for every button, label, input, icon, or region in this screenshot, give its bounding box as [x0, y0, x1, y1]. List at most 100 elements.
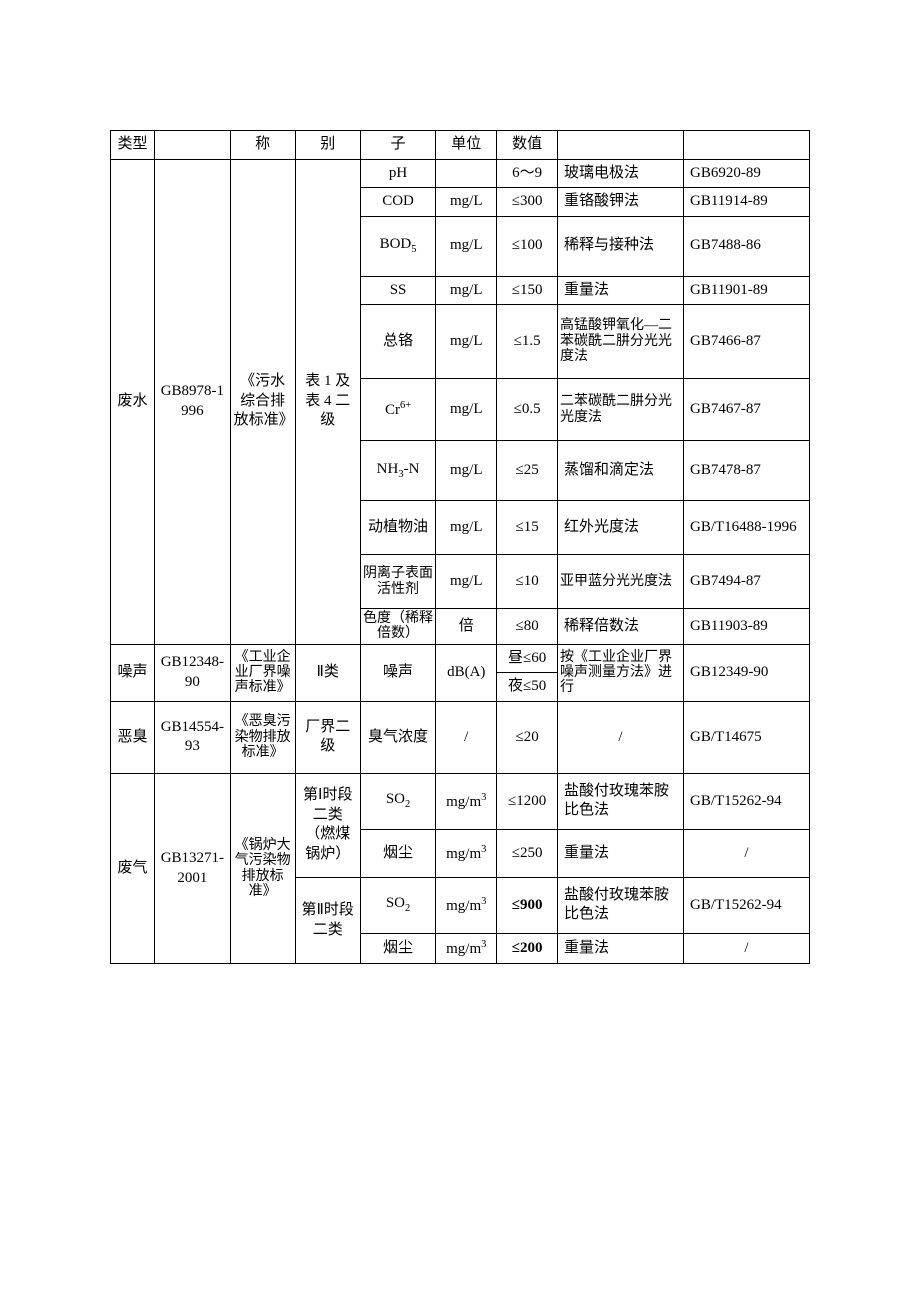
method: 重量法 — [558, 276, 684, 305]
val: ≤10 — [497, 555, 558, 609]
mstd: GB7466-87 — [683, 305, 809, 379]
factor: SO2 — [360, 773, 436, 829]
unit — [436, 159, 497, 188]
mstd: / — [683, 933, 809, 964]
unit: mg/L — [436, 379, 497, 441]
odor-val: ≤20 — [497, 701, 558, 773]
unit: mg/L — [436, 555, 497, 609]
factor: 动植物油 — [360, 501, 436, 555]
unit: mg/m3 — [436, 877, 497, 933]
method: 盐酸付玫瑰苯胺比色法 — [558, 877, 684, 933]
val: ≤200 — [497, 933, 558, 964]
factor: SS — [360, 276, 436, 305]
unit: 倍 — [436, 609, 497, 645]
unit: mg/m3 — [436, 933, 497, 964]
val: ≤25 — [497, 441, 558, 501]
h-name: 称 — [230, 131, 295, 160]
odor-mstd: GB/T14675 — [683, 701, 809, 773]
method: 重量法 — [558, 933, 684, 964]
gas-row: 废气 GB13271-2001 《锅炉大气污染物排放标准》 第Ⅰ时段二类（燃煤锅… — [111, 773, 810, 829]
h-code — [155, 131, 231, 160]
val: ≤80 — [497, 609, 558, 645]
standards-table: 类型 称 别 子 单位 数值 废水 GB8978-1996 《污水综合排放标准》… — [110, 130, 810, 964]
odor-code: GB14554-93 — [155, 701, 231, 773]
mstd: GB11901-89 — [683, 276, 809, 305]
unit: mg/L — [436, 305, 497, 379]
val: ≤300 — [497, 188, 558, 217]
factor: BOD5 — [360, 216, 436, 276]
factor: NH3-N — [360, 441, 436, 501]
odor-factor: 臭气浓度 — [360, 701, 436, 773]
h-mstd — [683, 131, 809, 160]
h-grade: 别 — [295, 131, 360, 160]
unit: mg/L — [436, 216, 497, 276]
ww-code: GB8978-1996 — [155, 159, 231, 644]
unit: mg/m3 — [436, 829, 497, 877]
val: ≤250 — [497, 829, 558, 877]
mstd: GB7478-87 — [683, 441, 809, 501]
ww-type: 废水 — [111, 159, 155, 644]
method: 重铬酸钾法 — [558, 188, 684, 217]
ww-row: 废水 GB8978-1996 《污水综合排放标准》 表 1 及表 4 二级 pH… — [111, 159, 810, 188]
ww-std: 《污水综合排放标准》 — [230, 159, 295, 644]
factor: pH — [360, 159, 436, 188]
method: 稀释倍数法 — [558, 609, 684, 645]
odor-method: / — [558, 701, 684, 773]
noise-std: 《工业企业厂界噪声标准》 — [230, 644, 295, 701]
h-unit: 单位 — [436, 131, 497, 160]
val: ≤100 — [497, 216, 558, 276]
odor-std: 《恶臭污染物排放标准》 — [230, 701, 295, 773]
val: ≤900 — [497, 877, 558, 933]
noise-mstd: GB12349-90 — [683, 644, 809, 701]
unit: mg/L — [436, 276, 497, 305]
header-row: 类型 称 别 子 单位 数值 — [111, 131, 810, 160]
gas-std: 《锅炉大气污染物排放标准》 — [230, 773, 295, 964]
noise-code: GB12348-90 — [155, 644, 231, 701]
method: 蒸馏和滴定法 — [558, 441, 684, 501]
method: 稀释与接种法 — [558, 216, 684, 276]
factor: 阴离子表面活性剂 — [360, 555, 436, 609]
factor: Cr6+ — [360, 379, 436, 441]
odor-type: 恶臭 — [111, 701, 155, 773]
factor: COD — [360, 188, 436, 217]
h-value: 数值 — [497, 131, 558, 160]
mstd: GB11914-89 — [683, 188, 809, 217]
method: 高锰酸钾氧化—二苯碳酰二肼分光光度法 — [558, 305, 684, 379]
factor: 色度（稀释倍数） — [360, 609, 436, 645]
mstd: GB7494-87 — [683, 555, 809, 609]
mstd: / — [683, 829, 809, 877]
gas-code: GB13271-2001 — [155, 773, 231, 964]
unit: mg/L — [436, 501, 497, 555]
noise-factor: 噪声 — [360, 644, 436, 701]
val: 6～9 — [497, 159, 558, 188]
val: ≤150 — [497, 276, 558, 305]
noise-row: 噪声 GB12348-90 《工业企业厂界噪声标准》 Ⅱ类 噪声 dB(A) 昼… — [111, 644, 810, 673]
noise-type: 噪声 — [111, 644, 155, 701]
mstd: GB11903-89 — [683, 609, 809, 645]
mstd: GB7488-86 — [683, 216, 809, 276]
factor: 总铬 — [360, 305, 436, 379]
unit: mg/L — [436, 188, 497, 217]
factor: 烟尘 — [360, 933, 436, 964]
val: ≤1200 — [497, 773, 558, 829]
gas-type: 废气 — [111, 773, 155, 964]
mstd: GB/T15262-94 — [683, 877, 809, 933]
gas-p1: 第Ⅰ时段二类（燃煤锅炉） — [295, 773, 360, 877]
noise-night: 夜≤50 — [497, 673, 558, 702]
val: ≤1.5 — [497, 305, 558, 379]
odor-grade: 厂界二级 — [295, 701, 360, 773]
method: 亚甲蓝分光光度法 — [558, 555, 684, 609]
noise-day: 昼≤60 — [497, 644, 558, 673]
odor-row: 恶臭 GB14554-93 《恶臭污染物排放标准》 厂界二级 臭气浓度 / ≤2… — [111, 701, 810, 773]
method: 二苯碳酰二肼分光光度法 — [558, 379, 684, 441]
h-type: 类型 — [111, 131, 155, 160]
gas-p2: 第Ⅱ时段二类 — [295, 877, 360, 964]
unit: mg/L — [436, 441, 497, 501]
method: 红外光度法 — [558, 501, 684, 555]
val: ≤0.5 — [497, 379, 558, 441]
h-factor: 子 — [360, 131, 436, 160]
factor: SO2 — [360, 877, 436, 933]
mstd: GB7467-87 — [683, 379, 809, 441]
unit: mg/m3 — [436, 773, 497, 829]
method: 玻璃电极法 — [558, 159, 684, 188]
